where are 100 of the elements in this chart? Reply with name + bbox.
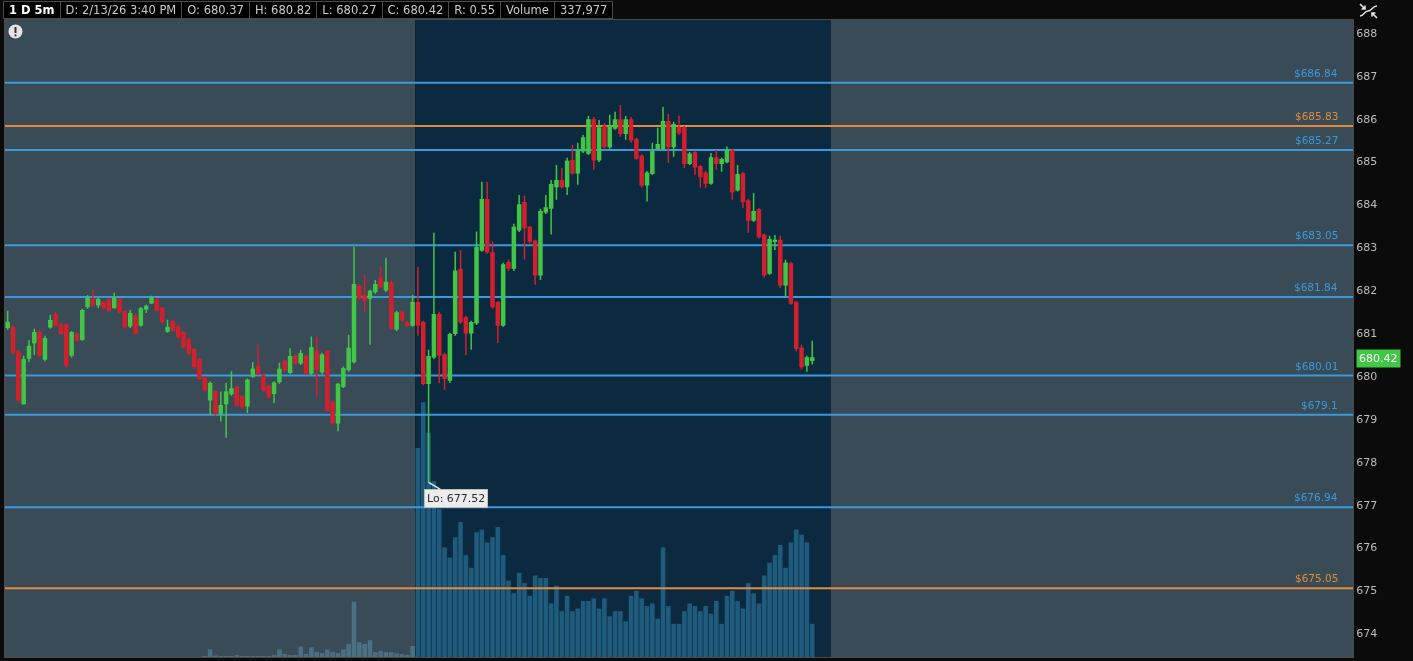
candlestick bbox=[506, 259, 511, 272]
candlestick bbox=[127, 309, 133, 329]
candlestick bbox=[405, 319, 410, 328]
candlestick bbox=[500, 262, 506, 328]
candlestick bbox=[37, 328, 42, 358]
y-tick-label: 681 bbox=[1356, 326, 1378, 340]
candlestick bbox=[399, 310, 405, 323]
text: C: 680.42 bbox=[382, 1, 450, 19]
candlestick bbox=[319, 352, 325, 375]
candlestick bbox=[287, 347, 293, 375]
chart-title: 1 D 5m bbox=[3, 1, 61, 19]
y-tick-label: 683 bbox=[1356, 241, 1378, 255]
candlestick bbox=[213, 389, 218, 417]
candlestick bbox=[96, 297, 101, 310]
candlestick bbox=[596, 119, 602, 163]
candlestick bbox=[410, 294, 415, 328]
candlestick bbox=[26, 339, 32, 363]
text: R: 0.55 bbox=[449, 1, 502, 19]
text: H: 680.82 bbox=[249, 1, 318, 19]
candlestick bbox=[484, 180, 490, 255]
candlestick bbox=[671, 120, 676, 158]
candlestick bbox=[21, 355, 26, 406]
ref-line-label: $686.84 bbox=[1294, 67, 1338, 79]
candlestick bbox=[714, 149, 719, 171]
candlestick bbox=[564, 156, 570, 196]
candlestick bbox=[250, 361, 255, 379]
candlestick bbox=[623, 115, 628, 141]
y-tick-label: 674 bbox=[1356, 627, 1378, 641]
candlestick bbox=[666, 113, 671, 164]
candlestick bbox=[234, 385, 240, 408]
text: O: 680.37 bbox=[182, 1, 250, 19]
y-tick-label: 687 bbox=[1356, 69, 1378, 83]
candlestick bbox=[687, 151, 692, 166]
candlestick bbox=[730, 147, 735, 201]
y-tick-label: 684 bbox=[1356, 198, 1378, 212]
candlestick bbox=[298, 349, 303, 366]
ref-line-label: $680.01 bbox=[1295, 360, 1339, 372]
candlestick bbox=[207, 380, 213, 416]
candlestick bbox=[90, 289, 96, 308]
candlestick bbox=[282, 358, 287, 373]
text: L: 680.27 bbox=[317, 1, 383, 19]
candlestick bbox=[218, 390, 224, 423]
candlestick bbox=[165, 319, 170, 334]
candlestick bbox=[149, 295, 154, 305]
ref-line-label: $675.05 bbox=[1295, 572, 1339, 584]
candlestick bbox=[378, 265, 383, 290]
candlestick bbox=[271, 380, 277, 404]
candlestick bbox=[314, 335, 319, 398]
text: 337,977 bbox=[554, 1, 614, 19]
candlestick bbox=[735, 164, 740, 193]
text: 680.42 bbox=[1359, 352, 1398, 365]
ref-line-label: $683.05 bbox=[1295, 229, 1339, 241]
candlestick bbox=[74, 331, 80, 343]
candlestick bbox=[559, 167, 565, 190]
candlestick bbox=[69, 330, 74, 359]
candlestick bbox=[708, 152, 714, 186]
candlestick bbox=[591, 116, 596, 171]
candlestick bbox=[383, 256, 389, 293]
candlestick bbox=[602, 122, 607, 150]
y-tick-label: 680 bbox=[1356, 369, 1378, 383]
candlestick bbox=[389, 280, 394, 331]
candlestick bbox=[5, 310, 10, 331]
y-tick-label: 677 bbox=[1356, 498, 1378, 512]
candlestick bbox=[277, 361, 282, 385]
candlestick bbox=[570, 144, 575, 176]
y-tick-label: 679 bbox=[1356, 412, 1378, 426]
y-tick-label: 682 bbox=[1356, 284, 1378, 298]
ref-line-label: $685.83 bbox=[1295, 110, 1339, 122]
candlestick bbox=[618, 104, 623, 138]
candlestick bbox=[303, 353, 309, 376]
candlestick bbox=[452, 250, 458, 337]
candlestick bbox=[245, 377, 250, 414]
candlestick bbox=[133, 313, 138, 336]
y-tick-label: 686 bbox=[1356, 112, 1378, 126]
ref-line-label: $679.1 bbox=[1301, 399, 1338, 411]
candlestick bbox=[48, 313, 53, 330]
candlestick bbox=[111, 292, 117, 310]
candlestick bbox=[85, 294, 90, 310]
y-tick-label: 685 bbox=[1356, 155, 1378, 169]
text: D: 2/13/26 3:40 PM bbox=[60, 1, 183, 19]
candlestick bbox=[751, 192, 756, 223]
candlestick bbox=[309, 335, 314, 376]
annotation: Lo: 677.52 bbox=[427, 492, 486, 505]
candlestick bbox=[255, 343, 261, 376]
candlestick bbox=[777, 235, 783, 289]
y-tick-label: 688 bbox=[1356, 26, 1378, 40]
candlestick bbox=[42, 334, 48, 363]
y-tick-label: 676 bbox=[1356, 541, 1378, 555]
candlestick bbox=[32, 328, 37, 356]
candlestick bbox=[80, 307, 85, 342]
candlestick bbox=[138, 306, 144, 328]
candlestick bbox=[447, 331, 453, 384]
y-tick-label: 675 bbox=[1356, 584, 1378, 598]
candlestick bbox=[783, 259, 788, 298]
ref-line-label: $681.84 bbox=[1294, 281, 1338, 293]
ref-line-label: $685.27 bbox=[1295, 134, 1339, 146]
candlestick bbox=[394, 310, 399, 332]
candlestick bbox=[293, 353, 298, 366]
text: Volume bbox=[501, 1, 555, 19]
ref-line-label: $676.94 bbox=[1294, 491, 1338, 503]
